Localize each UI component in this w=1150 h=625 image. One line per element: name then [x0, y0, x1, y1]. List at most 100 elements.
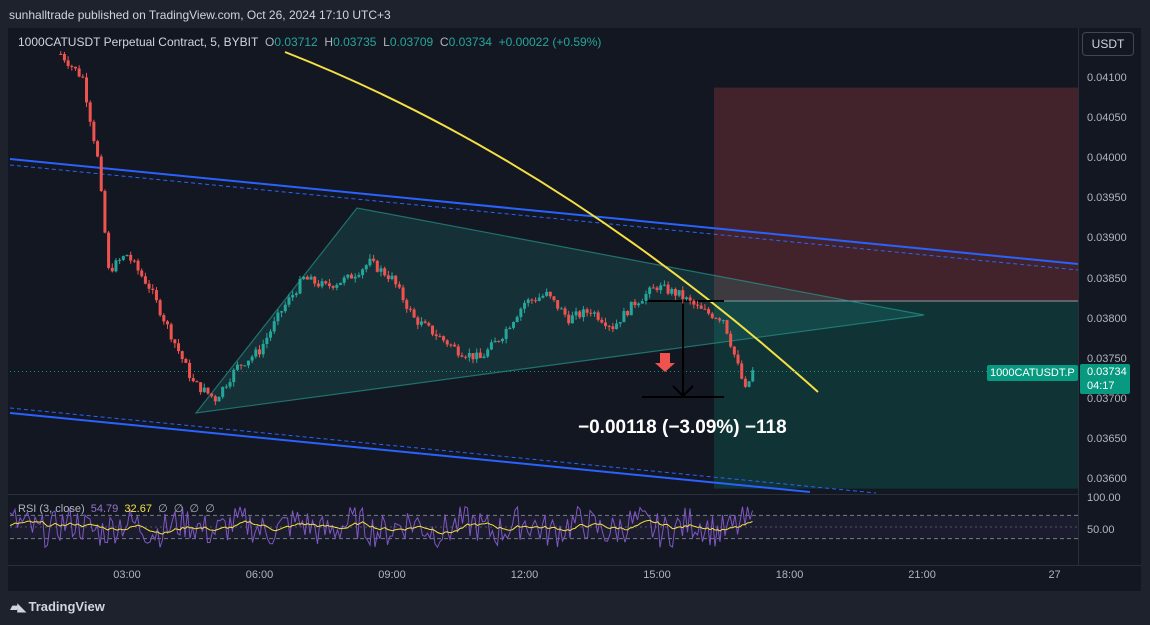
rsi-ma-line	[9, 519, 753, 535]
candle-body	[721, 320, 725, 322]
candle-body	[364, 265, 368, 270]
candle-body	[530, 299, 534, 301]
candle-body	[442, 336, 446, 341]
legend-symbol[interactable]: 1000CATUSDT Perpetual Contract, 5, BYBIT	[18, 35, 259, 49]
candle-body	[103, 190, 107, 233]
chart-frame[interactable]	[8, 28, 1141, 591]
price-axis-label: 0.03600	[1087, 473, 1127, 485]
candle-body	[213, 396, 217, 402]
candle-body	[224, 386, 228, 388]
candle-body	[681, 290, 685, 299]
candle-body	[453, 344, 457, 347]
rsi-legend: RSI (3, close) 54.79 32.67 ∅ ∅ ∅ ∅	[18, 502, 215, 515]
candle-body	[559, 308, 563, 310]
candle-body	[88, 102, 92, 122]
candle-body	[640, 301, 644, 304]
rsi-extra-4: ∅	[205, 503, 215, 515]
candle-body	[556, 300, 560, 309]
candle-body	[482, 356, 486, 359]
candle-body	[291, 295, 295, 298]
candle-body	[272, 321, 276, 332]
price-axis-label: 0.03900	[1087, 232, 1127, 245]
candle-body	[405, 300, 409, 309]
legend-low-label: L	[383, 35, 390, 49]
take-profit-zone	[714, 300, 1078, 489]
candle-body	[537, 297, 541, 301]
candle-body	[541, 295, 545, 298]
triangle-pattern	[194, 207, 925, 414]
candle-body	[732, 346, 736, 355]
candle-body	[320, 281, 324, 287]
rsi-extra-2: ∅	[173, 503, 184, 515]
time-axis-label: 09:00	[378, 569, 406, 581]
candle-body	[655, 287, 659, 291]
candle-body	[265, 337, 269, 345]
candle-body	[438, 336, 442, 338]
candle-body	[486, 349, 490, 357]
candle-body	[335, 284, 339, 288]
candle-body	[592, 312, 596, 314]
candle-body	[258, 349, 262, 355]
measure-label: −0.00118 (−3.09%) −118	[578, 417, 787, 438]
position-zone	[714, 87, 1078, 489]
candle-body	[188, 362, 192, 379]
yellow-curve	[284, 51, 819, 393]
candle-body	[618, 322, 622, 324]
candle-body	[659, 285, 663, 291]
candle-body	[305, 276, 309, 280]
last-price-value: 0.03734	[1087, 366, 1127, 378]
candle-body	[114, 260, 118, 272]
candle-body	[743, 378, 747, 387]
candle-body	[383, 268, 387, 276]
candle-body	[81, 76, 85, 78]
time-axis-label: 03:00	[113, 569, 141, 581]
legend-open-value: 0.03712	[274, 35, 318, 49]
candle-body	[287, 297, 291, 305]
candle-body	[677, 290, 681, 296]
candle-body	[703, 308, 707, 310]
candle-body	[324, 281, 328, 284]
candle-body	[574, 311, 578, 316]
pane-separator[interactable]	[8, 494, 1078, 495]
legend-high-value: 0.03735	[333, 35, 377, 49]
candle-body	[180, 351, 184, 359]
candle-body	[475, 352, 479, 360]
candle-body	[585, 309, 589, 313]
currency-button[interactable]: USDT	[1082, 32, 1134, 56]
brand[interactable]: ▰◣ TradingView	[10, 599, 105, 614]
candle-body	[747, 381, 751, 387]
candle-body	[147, 283, 151, 289]
candle-body	[684, 297, 688, 299]
candle-body	[59, 53, 63, 55]
candle-body	[346, 274, 350, 278]
candle-body	[416, 317, 420, 325]
candle-body	[206, 387, 210, 394]
candle-body	[515, 316, 519, 323]
candle-body	[280, 311, 284, 313]
candle-body	[350, 274, 354, 279]
legend-high-label: H	[324, 35, 334, 49]
candle-body	[235, 364, 239, 370]
time-axis-label: 27	[1048, 569, 1061, 581]
candle-body	[604, 322, 608, 327]
candle-body	[357, 275, 361, 277]
time-axis-label: 21:00	[908, 569, 936, 581]
candle-body	[648, 287, 652, 294]
rsi-label[interactable]: RSI (3, close)	[18, 503, 85, 515]
candle-body	[261, 344, 265, 355]
candle-body	[228, 382, 232, 387]
candle-body	[342, 277, 346, 283]
channel-upper-line	[9, 158, 1079, 265]
last-price-tag: 0.03734 04:17	[1080, 364, 1130, 394]
candle-body	[718, 318, 722, 321]
candle-body	[725, 320, 729, 334]
candle-body	[73, 66, 77, 69]
price-axis-separator	[1078, 28, 1079, 565]
candle-body	[397, 284, 401, 288]
candle-body	[372, 258, 376, 261]
price-axis-label: 0.03650	[1087, 432, 1127, 445]
rsi-extra-3: ∅	[189, 503, 200, 515]
candle-body	[427, 323, 431, 326]
candle-body	[552, 296, 556, 301]
